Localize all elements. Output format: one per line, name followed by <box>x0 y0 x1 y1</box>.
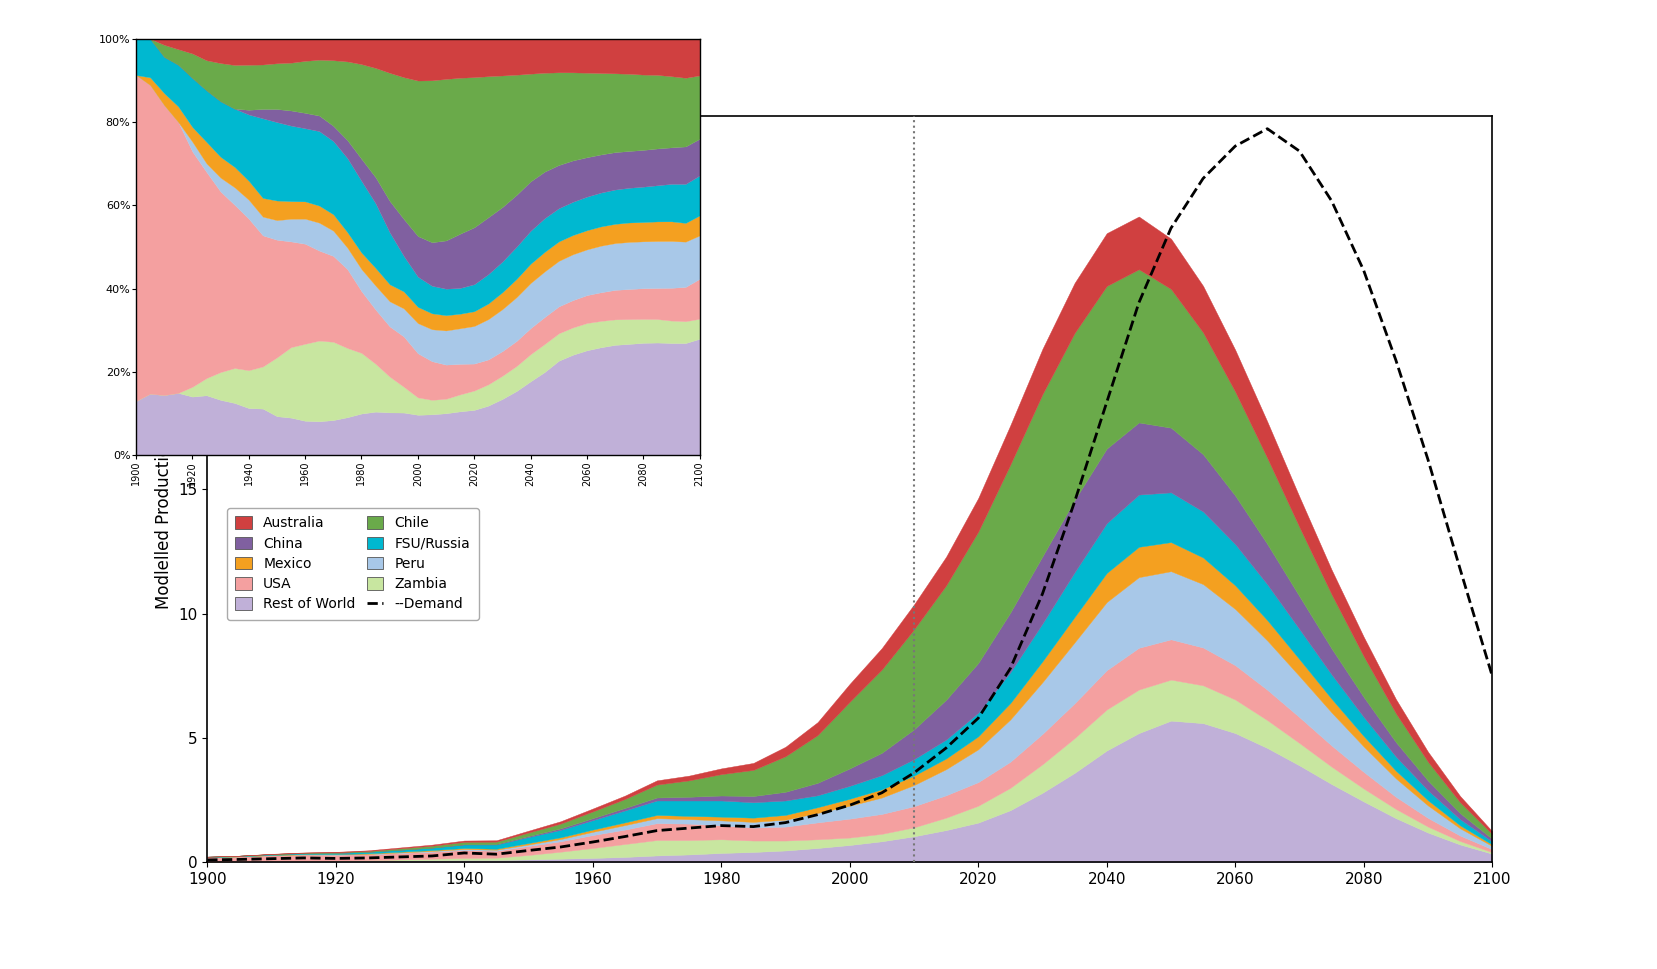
--Demand <box>807 809 827 821</box>
--Demand <box>1354 265 1374 276</box>
--Demand <box>679 823 699 834</box>
--Demand <box>1417 453 1437 465</box>
--Demand <box>775 817 795 828</box>
--Demand <box>1064 496 1084 508</box>
--Demand <box>936 742 956 754</box>
Legend: Australia, China, Mexico, USA, Rest of World, Chile, FSU/Russia, Peru, Zambia, -: Australia, China, Mexico, USA, Rest of W… <box>227 508 479 620</box>
--Demand <box>1321 195 1341 206</box>
--Demand <box>389 851 409 862</box>
--Demand <box>262 853 282 864</box>
--Demand <box>903 767 923 779</box>
--Demand <box>1193 172 1213 184</box>
--Demand <box>1225 141 1244 152</box>
--Demand <box>1256 123 1276 135</box>
--Demand <box>615 830 635 842</box>
Y-axis label: Modlelled Production (Mt Cu): Modlelled Production (Mt Cu) <box>154 369 172 610</box>
--Demand <box>1097 396 1117 408</box>
--Demand <box>999 663 1019 674</box>
--Demand <box>486 849 505 860</box>
--Demand <box>711 820 731 831</box>
--Demand <box>1128 297 1148 308</box>
--Demand <box>872 787 891 798</box>
--Demand <box>519 845 539 857</box>
--Demand <box>1450 563 1470 575</box>
--Demand <box>293 852 313 863</box>
--Demand <box>583 836 603 848</box>
--Demand <box>326 853 346 864</box>
--Demand <box>1289 145 1309 157</box>
--Demand <box>1160 223 1180 234</box>
--Demand <box>550 841 570 853</box>
--Demand <box>358 852 378 863</box>
--Demand <box>968 712 988 724</box>
--Demand <box>646 825 666 836</box>
--Demand <box>840 799 860 811</box>
Line: --Demand: --Demand <box>207 129 1491 860</box>
--Demand <box>1385 355 1405 366</box>
--Demand <box>1481 671 1501 682</box>
--Demand <box>423 850 442 861</box>
--Demand <box>454 847 474 859</box>
--Demand <box>742 821 762 832</box>
--Demand <box>1032 588 1052 600</box>
--Demand <box>197 854 217 865</box>
--Demand <box>229 854 249 865</box>
